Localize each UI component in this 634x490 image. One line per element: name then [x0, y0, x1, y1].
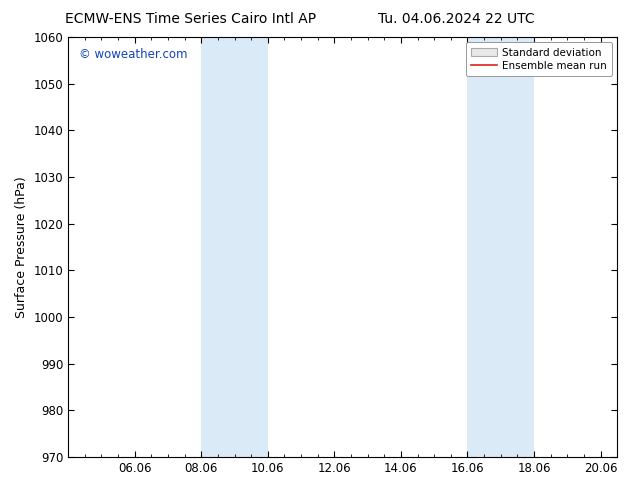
Text: Tu. 04.06.2024 22 UTC: Tu. 04.06.2024 22 UTC: [378, 12, 535, 26]
Text: ECMW-ENS Time Series Cairo Intl AP: ECMW-ENS Time Series Cairo Intl AP: [65, 12, 316, 26]
Bar: [201, 37, 268, 457]
Y-axis label: Surface Pressure (hPa): Surface Pressure (hPa): [15, 176, 28, 318]
Legend: Standard deviation, Ensemble mean run: Standard deviation, Ensemble mean run: [465, 42, 612, 76]
Text: © woweather.com: © woweather.com: [79, 48, 188, 61]
Bar: [467, 37, 534, 457]
